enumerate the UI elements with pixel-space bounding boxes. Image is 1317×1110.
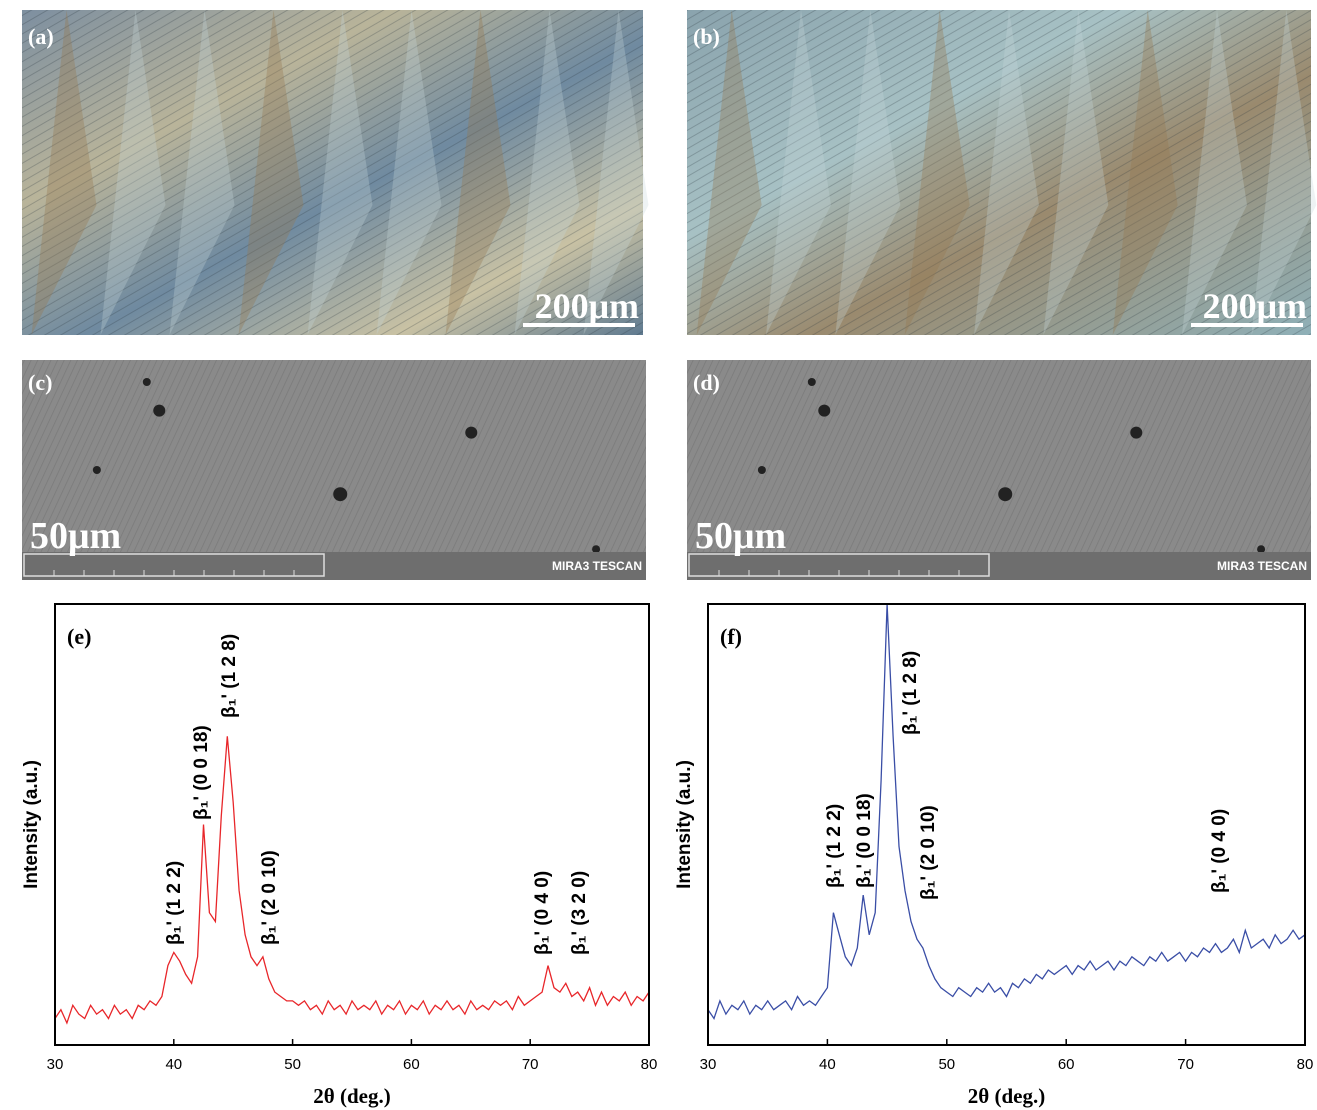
peak-label: β₁' (0 4 0) — [532, 871, 553, 955]
x-tick-label: 70 — [1177, 1056, 1194, 1073]
x-tick-label: 80 — [1297, 1056, 1314, 1073]
pore — [143, 378, 151, 386]
peak-label: β₁' (1 2 8) — [219, 634, 240, 718]
micrograph: (d) 50μm MIRA3 TESCAN — [687, 360, 1311, 580]
panel-label: (b) — [693, 24, 720, 49]
micrograph: (c) 50μm MIRA3 TESCAN — [22, 360, 646, 580]
x-tick-label: 50 — [938, 1056, 955, 1073]
pore — [93, 466, 101, 474]
x-tick-label: 30 — [700, 1056, 717, 1073]
peak-label: β₁' (0 0 18) — [191, 725, 212, 820]
x-axis-title: 2θ (deg.) — [313, 1084, 390, 1108]
pore — [465, 427, 477, 439]
pore — [808, 378, 816, 386]
x-tick-label: 40 — [819, 1056, 836, 1073]
x-tick-label: 70 — [522, 1056, 539, 1073]
pore — [998, 487, 1012, 501]
scale-bar-label: 200μm — [1203, 286, 1307, 326]
pore — [758, 466, 766, 474]
charts: 30 40 50 60 70 80 2θ (deg.) Intensity (a.u.) (e)… — [21, 604, 1313, 1108]
x-tick-label: 40 — [165, 1056, 182, 1073]
micrograph: (a) 200μm — [22, 10, 649, 335]
xrd-line — [55, 736, 649, 1023]
peak-label: β₁' (1 2 8) — [900, 651, 921, 735]
peak-label: β₁' (3 2 0) — [569, 871, 590, 955]
x-tick-label: 80 — [641, 1056, 658, 1073]
x-axis-title: 2θ (deg.) — [968, 1084, 1045, 1108]
peak-label: β₁' (2 0 10) — [259, 850, 280, 945]
x-tick-label: 30 — [47, 1056, 64, 1073]
scale-bar-label: 50μm — [30, 515, 121, 557]
peak-label: β₁' (1 2 2) — [824, 804, 845, 888]
x-tick-label: 60 — [1058, 1056, 1075, 1073]
x-tick-label: 50 — [284, 1056, 301, 1073]
pore — [818, 405, 830, 417]
pore — [153, 405, 165, 417]
peak-label: β₁' (1 2 2) — [164, 861, 185, 945]
y-axis-title: Intensity (a.u.) — [21, 760, 42, 889]
panel-label: (d) — [693, 370, 720, 395]
scale-bar — [523, 323, 635, 327]
peak-label: β₁' (0 0 18) — [854, 793, 875, 888]
figure: (a) 200μm (b) 200μm (c) 50μm MIRA3 TESCAN (d) 50… — [0, 0, 1317, 1110]
micrograph: (b) 200μm — [687, 10, 1316, 335]
scale-bar-label: 50μm — [695, 515, 786, 557]
pore — [1130, 427, 1142, 439]
scale-bar-label: 200μm — [535, 286, 639, 326]
pore — [333, 487, 347, 501]
x-tick-label: 60 — [403, 1056, 420, 1073]
plot-frame — [55, 604, 649, 1045]
panel-label: (a) — [28, 24, 54, 49]
instrument-label: MIRA3 TESCAN — [1217, 559, 1307, 573]
peak-label: β₁' (2 0 10) — [918, 805, 939, 900]
instrument-label: MIRA3 TESCAN — [552, 559, 642, 573]
scale-bar — [1191, 323, 1303, 327]
peak-label: β₁' (0 4 0) — [1209, 809, 1230, 893]
panel-label: (f) — [720, 624, 742, 649]
micrographs: (a) 200μm (b) 200μm (c) 50μm MIRA3 TESCAN (d) 50… — [22, 10, 1316, 580]
chart: 30 40 50 60 70 80 2θ (deg.) Intensity (a.u.) (e)… — [21, 604, 657, 1108]
y-axis-title: Intensity (a.u.) — [674, 760, 695, 889]
panel-label: (c) — [28, 370, 52, 395]
panel-label: (e) — [67, 624, 91, 649]
chart: 30 40 50 60 70 80 2θ (deg.) Intensity (a.u.) (f)… — [674, 604, 1313, 1108]
